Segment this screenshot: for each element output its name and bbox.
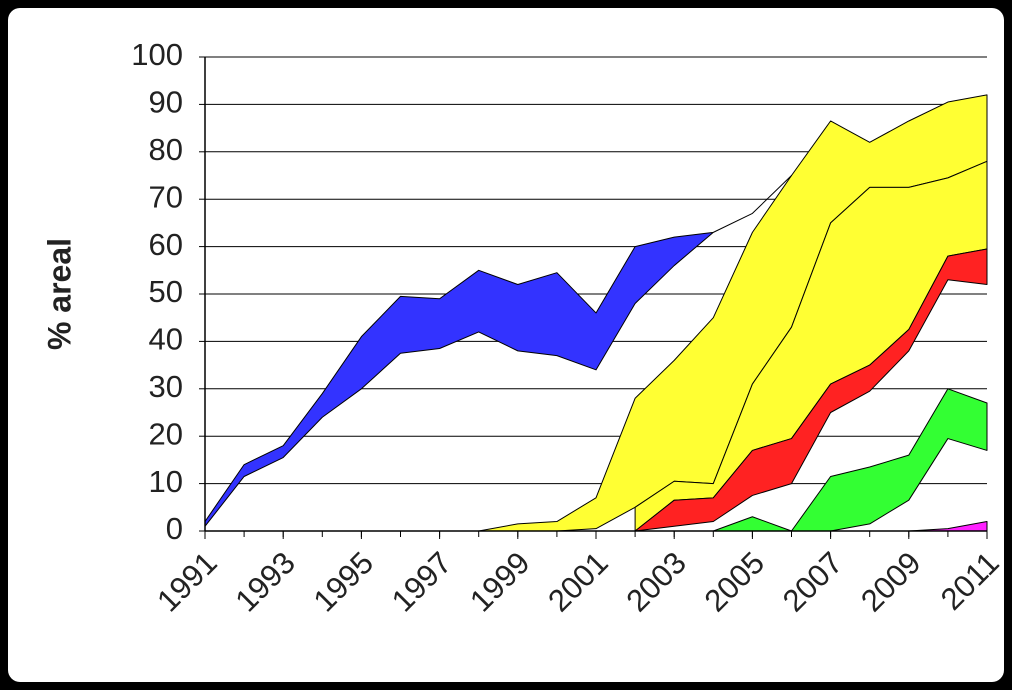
y-tick-label: 80 <box>149 132 183 167</box>
y-tick-label: 60 <box>149 227 183 262</box>
y-tick-label: 20 <box>149 416 183 451</box>
y-tick-label: 100 <box>131 37 183 72</box>
band-area <box>204 175 792 527</box>
y-tick-label: 70 <box>149 179 183 214</box>
y-tick-label: 0 <box>166 511 183 546</box>
y-axis-label: % areal <box>41 238 77 350</box>
y-tick-label: 90 <box>149 85 183 120</box>
y-tick-label: 30 <box>149 369 183 404</box>
y-tick-label: 50 <box>149 274 183 309</box>
y-tick-label: 10 <box>149 464 183 499</box>
band-area <box>634 248 988 532</box>
y-tick-label: 40 <box>149 322 183 357</box>
